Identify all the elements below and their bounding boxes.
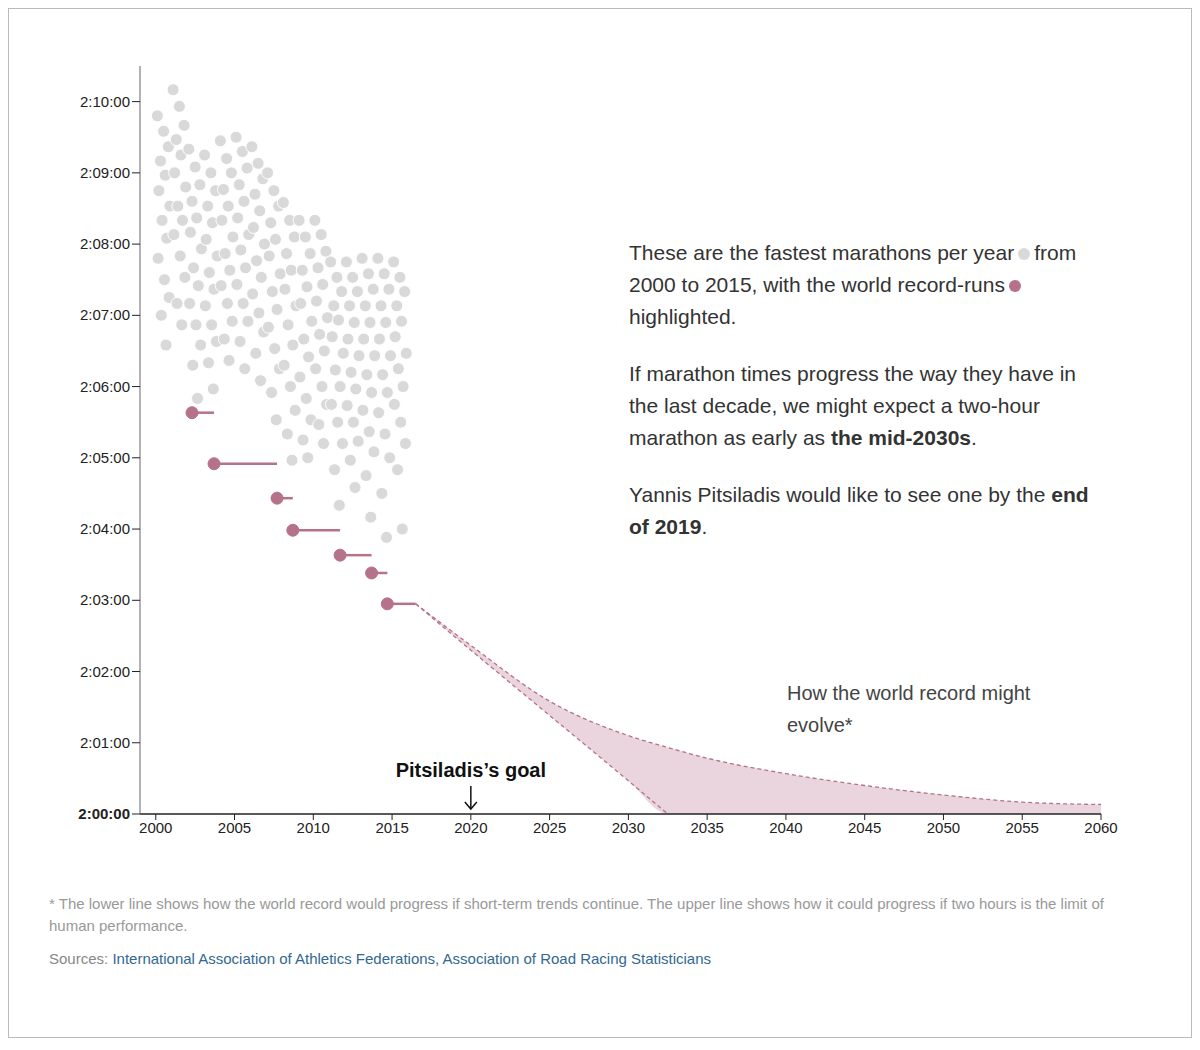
svg-text:2015: 2015 (375, 819, 408, 836)
html-text:If marathon times progress the: If marathon times progress the way they … (629, 362, 1077, 449)
svg-text:2:08:00: 2:08:00 (80, 235, 130, 252)
svg-text:2060: 2060 (1084, 819, 1117, 836)
svg-text:2000: 2000 (139, 819, 172, 836)
svg-text:2:04:00: 2:04:00 (80, 520, 130, 537)
html-text:Sources: International Associa: Sources: International Association of At… (49, 950, 712, 967)
svg-text:2:10:00: 2:10:00 (80, 93, 130, 110)
svg-text:2040: 2040 (769, 819, 802, 836)
html-text:highlighted.: highlighted. (629, 305, 737, 328)
html-text:* The lower line shows how the: * The lower line shows how the world rec… (49, 895, 1104, 934)
svg-text:2:09:00: 2:09:00 (80, 164, 130, 181)
svg-text:2010: 2010 (297, 819, 330, 836)
svg-text:2045: 2045 (848, 819, 881, 836)
svg-text:2050: 2050 (927, 819, 960, 836)
svg-text:2:07:00: 2:07:00 (80, 306, 130, 323)
svg-text:2:05:00: 2:05:00 (80, 449, 130, 466)
svg-text:2020: 2020 (454, 819, 487, 836)
html-text:Yannis Pitsiladis would like t: Yannis Pitsiladis would like to see one … (629, 483, 1089, 538)
svg-text:2035: 2035 (690, 819, 723, 836)
svg-text:2030: 2030 (612, 819, 645, 836)
svg-text:2:02:00: 2:02:00 (80, 663, 130, 680)
svg-text:2025: 2025 (533, 819, 566, 836)
html-text:from 2000 to 2015, with the wo: from 2000 to 2015, with the world record… (629, 241, 1077, 296)
svg-text:2005: 2005 (218, 819, 251, 836)
svg-text:2:00:00: 2:00:00 (78, 805, 130, 822)
html-text:How the world record might evo: How the world record might evolve* (787, 682, 1031, 736)
svg-text:2055: 2055 (1006, 819, 1039, 836)
svg-text:2:03:00: 2:03:00 (80, 591, 130, 608)
html-text:These are the fastest marathon: These are the fastest marathons per year (629, 241, 1015, 264)
svg-text:2:01:00: 2:01:00 (80, 734, 130, 751)
svg-text:Pitsiladis’s goal: Pitsiladis’s goal (396, 759, 546, 781)
svg-text:2:06:00: 2:06:00 (80, 378, 130, 395)
